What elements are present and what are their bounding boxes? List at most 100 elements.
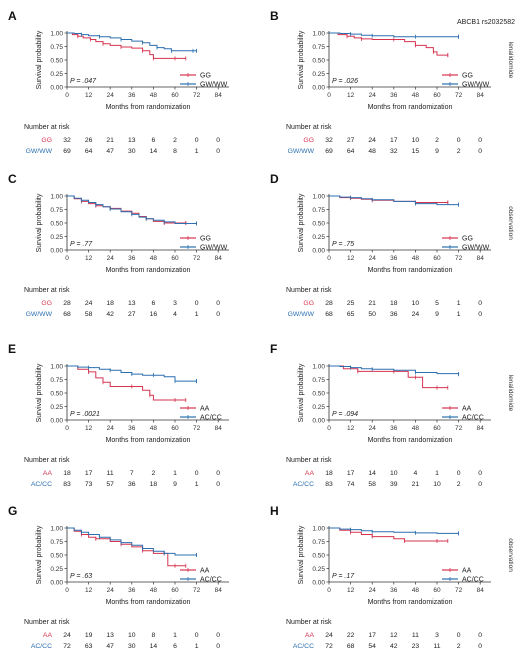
risk-count: 0 xyxy=(478,137,482,144)
x-tick-label: 60 xyxy=(171,425,179,432)
y-tick-label: 1.00 xyxy=(312,525,325,532)
x-tick-label: 60 xyxy=(433,425,441,432)
risk-count: 11 xyxy=(107,470,114,477)
panel-h: H 0.00 0.25 0.50 0.75 1.00 0 12 24 36 48 60 72 84 Mont… xyxy=(270,504,514,650)
y-tick-label: 0.75 xyxy=(50,207,63,214)
y-tick-label: 0.00 xyxy=(312,247,325,254)
panel-d: D 0.00 0.25 0.50 0.75 1.00 0 12 24 36 48 60 72 84 Mont… xyxy=(270,172,514,318)
x-tick-label: 60 xyxy=(171,587,179,594)
x-tick-label: 60 xyxy=(171,92,179,99)
risk-count: 0 xyxy=(195,300,199,307)
y-tick-label: 0.75 xyxy=(312,207,325,214)
x-tick-label: 48 xyxy=(412,92,420,99)
y-tick-label: 0.50 xyxy=(312,57,325,64)
risk-count: 6 xyxy=(152,300,156,307)
x-tick-label: 48 xyxy=(150,425,158,432)
risk-count: 9 xyxy=(173,481,177,488)
risk-count: 9 xyxy=(435,148,439,155)
legend-label: GW/WW xyxy=(462,245,490,252)
risk-count: 10 xyxy=(433,481,441,488)
risk-count: 13 xyxy=(128,300,136,307)
risk-count: 0 xyxy=(478,481,482,488)
risk-count: 6 xyxy=(173,643,177,650)
legend-label: AA xyxy=(462,568,472,575)
x-axis-title: Months from randomization xyxy=(368,599,453,606)
y-tick-label: 0.00 xyxy=(50,247,63,254)
risk-count: 2 xyxy=(457,481,461,488)
risk-count: 54 xyxy=(368,643,376,650)
x-tick-label: 84 xyxy=(215,92,223,99)
survival-curve-gw-ww xyxy=(329,32,459,38)
y-tick-label: 0.25 xyxy=(312,234,325,241)
legend-label: AA xyxy=(462,406,472,413)
risk-count: 0 xyxy=(216,481,220,488)
risk-group-label: AC/CC xyxy=(293,481,314,488)
risk-count: 2 xyxy=(152,470,156,477)
risk-count: 4 xyxy=(173,311,177,318)
risk-group-label: GW/WW xyxy=(288,311,315,318)
x-tick-label: 36 xyxy=(128,92,136,99)
risk-count: 0 xyxy=(216,632,220,639)
legend-label: GW/WW xyxy=(200,82,228,89)
risk-count: 0 xyxy=(457,137,461,144)
risk-count: 30 xyxy=(128,643,136,650)
risk-count: 22 xyxy=(347,632,355,639)
risk-count: 0 xyxy=(216,311,220,318)
y-tick-label: 1.00 xyxy=(312,193,325,200)
y-tick-label: 0.50 xyxy=(50,57,63,64)
risk-count: 83 xyxy=(325,481,333,488)
y-axis-title: Survival probability xyxy=(298,525,305,584)
risk-count: 83 xyxy=(63,481,71,488)
panel-letter: G xyxy=(8,504,17,518)
risk-count: 1 xyxy=(173,632,177,639)
p-value: P = .026 xyxy=(332,78,358,85)
x-tick-label: 12 xyxy=(85,255,93,262)
y-tick-label: 0.25 xyxy=(312,404,325,411)
risk-count: 27 xyxy=(347,137,355,144)
risk-count: 68 xyxy=(325,311,333,318)
risk-count: 48 xyxy=(368,148,376,155)
risk-group-label: GG xyxy=(303,137,314,144)
x-tick-label: 0 xyxy=(327,425,331,432)
survival-curve-ac-cc xyxy=(329,527,459,534)
y-tick-label: 0.75 xyxy=(312,539,325,546)
risk-count: 19 xyxy=(85,632,93,639)
x-tick-label: 60 xyxy=(433,587,441,594)
y-tick-label: 0.00 xyxy=(50,417,63,424)
risk-count: 63 xyxy=(85,643,93,650)
risk-count: 1 xyxy=(195,148,199,155)
risk-count: 23 xyxy=(412,643,420,650)
x-tick-label: 0 xyxy=(65,255,69,262)
y-axis-title: Survival probability xyxy=(36,363,43,422)
y-tick-label: 0.25 xyxy=(312,71,325,78)
x-tick-label: 48 xyxy=(412,587,420,594)
p-value: P = .17 xyxy=(332,573,355,580)
y-tick-label: 0.25 xyxy=(50,234,63,241)
risk-count: 10 xyxy=(412,137,420,144)
x-tick-label: 72 xyxy=(455,587,463,594)
legend-label: GG xyxy=(200,236,211,243)
panel-letter: F xyxy=(270,342,277,356)
legend-label: AC/CC xyxy=(200,415,222,422)
risk-count: 0 xyxy=(478,148,482,155)
risk-title: Number at risk xyxy=(286,619,332,626)
x-tick-label: 60 xyxy=(433,255,441,262)
x-tick-label: 48 xyxy=(412,255,420,262)
x-axis-title: Months from randomization xyxy=(106,267,191,274)
risk-count: 0 xyxy=(457,470,461,477)
survival-curve-aa xyxy=(67,527,186,567)
risk-count: 2 xyxy=(435,137,439,144)
risk-count: 27 xyxy=(128,311,136,318)
risk-count: 0 xyxy=(478,632,482,639)
risk-count: 9 xyxy=(435,311,439,318)
x-tick-label: 0 xyxy=(65,587,69,594)
y-tick-label: 1.00 xyxy=(312,30,325,37)
x-tick-label: 72 xyxy=(455,255,463,262)
risk-count: 24 xyxy=(63,632,71,639)
risk-count: 13 xyxy=(128,137,136,144)
risk-count: 24 xyxy=(85,300,93,307)
risk-count: 64 xyxy=(347,148,355,155)
risk-group-label: AA xyxy=(43,470,53,477)
x-tick-label: 72 xyxy=(193,587,201,594)
survival-curve-gw-ww xyxy=(329,195,459,206)
